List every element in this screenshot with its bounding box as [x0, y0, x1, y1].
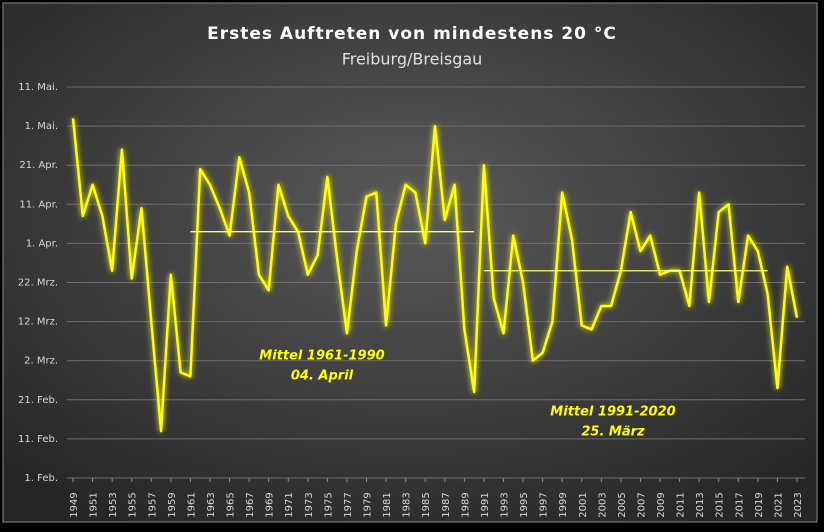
x-tick-label: 1985: [421, 492, 432, 517]
y-tick-label: 11. Feb.: [18, 434, 58, 445]
x-tick-label: 2015: [715, 492, 726, 517]
x-tick-label: 2017: [734, 492, 745, 517]
y-tick-label: 11. Apr.: [19, 199, 58, 210]
y-tick-label: 2. Mrz.: [24, 356, 58, 367]
y-tick-label: 1. Mai.: [25, 121, 58, 132]
x-tick-label: 1997: [539, 492, 550, 517]
x-tick-label: 1959: [167, 492, 178, 517]
x-tick-label: 1999: [558, 492, 569, 517]
x-tick-label: 2001: [578, 492, 589, 517]
x-tick-label: 2011: [676, 492, 687, 517]
x-tick-label: 2009: [656, 492, 667, 517]
chart-title: Erstes Auftreten von mindestens 20 °C: [207, 24, 617, 44]
x-tick-label: 1969: [265, 492, 276, 517]
x-tick-label: 1995: [519, 492, 530, 517]
mean-value-label: 25. März: [581, 425, 645, 440]
x-tick-label: 1975: [323, 492, 334, 517]
x-tick-label: 1983: [402, 492, 413, 517]
x-tick-label: 1973: [304, 492, 315, 517]
y-tick-label: 22. Mrz.: [18, 278, 58, 289]
x-tick-label: 1965: [226, 492, 237, 517]
mean-value-label: 04. April: [291, 369, 354, 384]
x-tick-label: 1971: [284, 492, 295, 517]
x-tick-label: 1953: [108, 492, 119, 517]
y-tick-label: 12. Mrz.: [18, 317, 58, 328]
x-tick-label: 1993: [499, 492, 510, 517]
chart-background: [2, 2, 818, 523]
y-tick-label: 21. Apr.: [19, 160, 58, 171]
x-tick-label: 2023: [793, 492, 804, 517]
x-tick-label: 1991: [480, 492, 491, 517]
y-tick-label: 21. Feb.: [18, 395, 58, 406]
mean-label: Mittel 1991-2020: [550, 405, 675, 420]
x-tick-label: 1963: [206, 492, 217, 517]
x-tick-label: 1977: [343, 492, 354, 517]
x-tick-label: 2019: [754, 492, 765, 517]
x-tick-label: 1949: [69, 492, 80, 517]
x-tick-label: 2005: [617, 492, 628, 517]
x-tick-label: 2021: [773, 492, 784, 517]
x-tick-label: 1967: [245, 492, 256, 517]
x-tick-label: 1957: [147, 492, 158, 517]
x-tick-label: 1987: [441, 492, 452, 517]
x-tick-label: 1951: [89, 492, 100, 517]
x-tick-label: 1979: [363, 492, 374, 517]
x-tick-label: 1955: [128, 492, 139, 517]
mean-label: Mittel 1961-1990: [259, 349, 384, 364]
y-tick-label: 1. Feb.: [24, 473, 58, 484]
y-tick-label: 1. Apr.: [26, 238, 58, 249]
chart-subtitle: Freiburg/Breisgau: [342, 50, 483, 69]
x-tick-label: 1961: [186, 492, 197, 517]
x-tick-label: 2007: [636, 492, 647, 517]
x-tick-label: 2013: [695, 492, 706, 517]
x-tick-label: 2003: [597, 492, 608, 517]
x-tick-label: 1981: [382, 492, 393, 517]
x-tick-label: 1989: [460, 492, 471, 517]
y-tick-label: 11. Mai.: [18, 82, 58, 93]
